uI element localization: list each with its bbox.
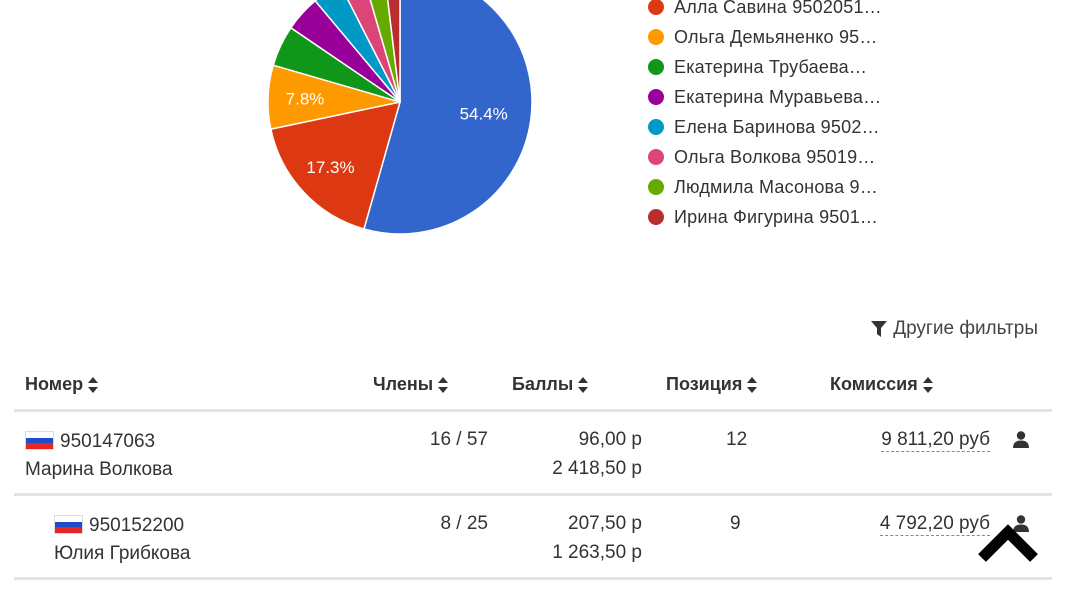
legend-marker	[648, 179, 664, 195]
position-value: 12	[726, 429, 748, 450]
table-header: Номер Члены Баллы Позиция Комиссия	[0, 370, 1066, 400]
slice-label: 54.4%	[460, 105, 508, 124]
legend-marker	[648, 209, 664, 225]
sort-icon	[88, 376, 99, 393]
legend-label: Екатерина Муравьева…	[674, 86, 882, 107]
member-name: Юлия Грибкова	[54, 543, 191, 564]
table-row[interactable]: 950147063 Марина Волкова 16 / 57 96,00 р…	[0, 412, 1066, 492]
slice-label: 17.3%	[306, 158, 354, 177]
user-icon[interactable]	[1013, 431, 1029, 448]
slice-label: 7.8%	[286, 89, 325, 108]
legend-marker	[648, 119, 664, 135]
member-number[interactable]: 950147063	[60, 431, 156, 452]
sort-icon	[747, 376, 758, 393]
legend-item[interactable]: Елена Баринова 9502…	[648, 112, 908, 142]
legend-item[interactable]: Алла Савина 9502051…	[648, 0, 908, 22]
russia-flag-icon	[25, 431, 54, 450]
legend-label: Людмила Масонова 9…	[674, 176, 878, 197]
pie-slice[interactable]	[269, 101, 402, 230]
legend-label: Екатерина Трубаева…	[674, 56, 868, 77]
legend-label: Ольга Демьяненко 95…	[674, 26, 878, 47]
column-header-position[interactable]: Позиция	[666, 374, 758, 395]
pie-slice[interactable]	[340, 0, 401, 103]
legend-item[interactable]: Людмила Масонова 9…	[648, 172, 908, 202]
chart-legend: Алла Савина 9502051… Ольга Демьяненко 95…	[648, 0, 908, 232]
other-filters-label: Другие фильтры	[893, 318, 1038, 339]
legend-item[interactable]: Ирина Фигурина 9501…	[648, 202, 908, 232]
legend-item[interactable]: Екатерина Муравьева…	[648, 82, 908, 112]
position-value: 9	[730, 513, 741, 534]
column-header-label: Члены	[373, 374, 434, 394]
pie-slice[interactable]	[384, 0, 401, 103]
commission-value[interactable]: 9 811,20 руб	[881, 429, 990, 452]
pie-slice[interactable]	[314, 0, 401, 103]
column-header-label: Номер	[25, 374, 84, 394]
column-header-points[interactable]: Баллы	[512, 374, 589, 395]
legend-marker	[648, 0, 664, 15]
pie-chart: 54.4% 17.3% 7.8%	[267, 0, 533, 235]
members-count: 8 / 25	[440, 513, 488, 534]
sort-icon	[578, 376, 589, 393]
legend-label: Елена Баринова 9502…	[674, 116, 880, 137]
pie-slice[interactable]	[363, 0, 533, 235]
column-header-label: Комиссия	[830, 374, 918, 394]
column-header-members[interactable]: Члены	[373, 374, 449, 395]
column-header-number[interactable]: Номер	[25, 374, 99, 395]
column-header-commission[interactable]: Комиссия	[830, 374, 933, 395]
chevron-up-icon[interactable]	[978, 522, 1038, 566]
sort-icon	[438, 376, 449, 393]
legend-item[interactable]: Ольга Демьяненко 95…	[648, 22, 908, 52]
divider	[14, 577, 1052, 580]
legend-marker	[648, 29, 664, 45]
commission-value[interactable]: 4 792,20 руб	[879, 513, 990, 536]
points-total: 2 418,50 р	[552, 458, 642, 479]
points-value: 207,50 р	[568, 513, 642, 534]
pie-slice[interactable]	[363, 0, 401, 103]
divider	[14, 493, 1052, 496]
commission-link[interactable]: 9 811,20 руб	[881, 429, 990, 452]
sort-icon	[922, 376, 933, 393]
member-name: Марина Волкова	[25, 459, 173, 480]
legend-marker	[648, 149, 664, 165]
divider	[14, 409, 1052, 412]
russia-flag-icon	[54, 515, 83, 534]
member-number[interactable]: 950152200	[89, 515, 185, 536]
legend-marker	[648, 59, 664, 75]
table-row[interactable]: 950152200 Юлия Грибкова 8 / 25 207,50 р …	[0, 496, 1066, 576]
legend-item[interactable]: Екатерина Трубаева…	[648, 52, 908, 82]
legend-label: Ирина Фигурина 9501…	[674, 206, 879, 227]
column-header-label: Баллы	[512, 374, 574, 394]
members-count: 16 / 57	[429, 429, 488, 450]
other-filters-button[interactable]: Другие фильтры	[871, 318, 1038, 340]
points-total: 1 263,50 р	[552, 542, 642, 563]
filter-icon	[871, 320, 888, 337]
user-icon[interactable]	[1013, 515, 1029, 532]
legend-item[interactable]: Ольга Волкова 95019…	[648, 142, 908, 172]
points-value: 96,00 р	[578, 429, 642, 450]
legend-label: Алла Савина 9502051…	[674, 0, 882, 17]
commission-link[interactable]: 4 792,20 руб	[879, 513, 990, 536]
legend-marker	[648, 89, 664, 105]
column-header-label: Позиция	[666, 374, 743, 394]
legend-label: Ольга Волкова 95019…	[674, 146, 876, 167]
